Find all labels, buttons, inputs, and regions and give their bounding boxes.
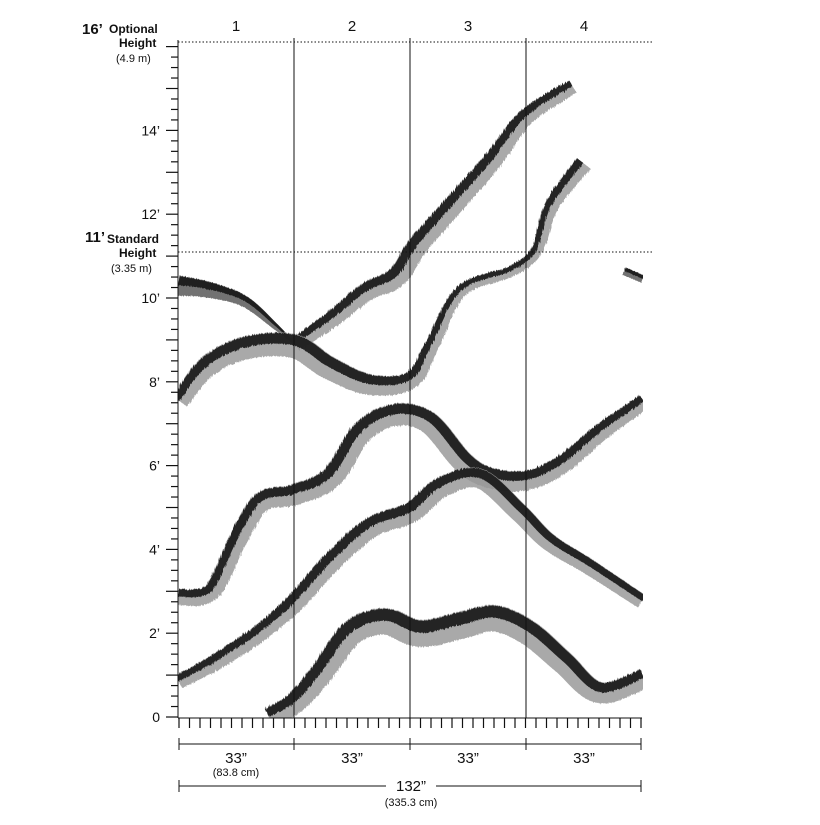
height-ruler [166,40,179,718]
panel-seams [293,38,527,718]
total-width: 132” [396,778,426,795]
standard-height-metric: (3.35 m) [111,263,152,275]
height-tick-label: 2’ [149,625,160,641]
standard-height-label: Standard [107,232,159,246]
total-width-metric: (335.3 cm) [385,797,438,809]
optional-height-metric: (4.9 m) [116,53,151,65]
height-tick-labels: 0 2’ 4’ 6’ 8’ 10’ 12’ 14’ [141,122,160,725]
panel-width-2: 33” [341,750,363,767]
panel-width-1: 33” [225,750,247,767]
standard-height-label-2: Height [119,246,156,260]
panel-width-3: 33” [457,750,479,767]
panel-width-metric: (83.8 cm) [213,767,259,779]
height-tick-label: 4’ [149,541,160,557]
panel-width-4: 33” [573,750,595,767]
panel-width-dimension [178,738,642,750]
height-tick-label: 14’ [141,122,160,138]
panel-number-2: 2 [348,18,356,35]
brush-stroke-artwork [178,80,643,718]
height-tick-label: 8’ [149,374,160,390]
panel-number-1: 1 [232,18,240,35]
height-tick-label: 10’ [141,290,160,306]
height-tick-label: 6’ [149,458,160,474]
height-tick-label: 12’ [141,206,160,222]
panel-number-3: 3 [464,18,472,35]
width-ruler [178,717,642,728]
optional-height-value: 16’ [82,21,103,38]
optional-height-label: Optional [109,22,158,36]
standard-height-value: 11’ [85,229,105,246]
height-tick-label: 0 [152,709,160,725]
panel-number-4: 4 [580,18,588,35]
optional-height-label-2: Height [119,36,156,50]
